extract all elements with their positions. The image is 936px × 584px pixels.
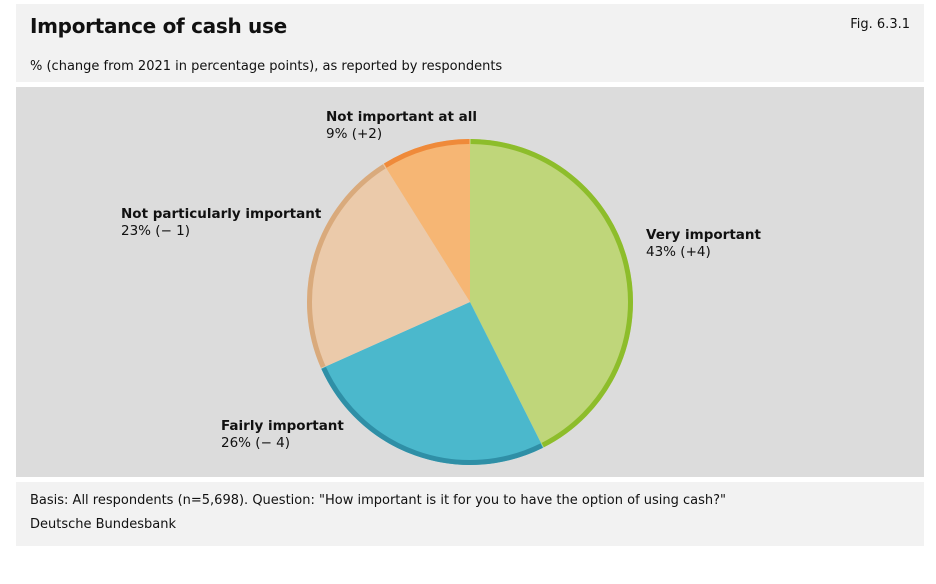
slice-name: Not particularly important — [121, 206, 322, 222]
label-not-particularly-important: Not particularly important 23% (− 1) — [121, 206, 321, 240]
label-fairly-important: Fairly important 26% (− 4) — [221, 418, 344, 452]
slice-name: Very important — [646, 227, 761, 243]
figure-number: Fig. 6.3.1 — [850, 17, 910, 32]
slice-value: 9% (+2) — [326, 126, 383, 142]
label-very-important: Very important 43% (+4) — [646, 227, 761, 261]
pie-slice-edge-not-important-at-all — [383, 139, 470, 168]
chart-footer: Basis: All respondents (n=5,698). Questi… — [16, 482, 924, 546]
pie-slice-very-important — [470, 139, 633, 448]
plot-area: Not important at all 9% (+2) Not particu… — [16, 87, 924, 477]
pie-slice-edge-not-particularly-important — [307, 164, 386, 368]
basis-note: Basis: All respondents (n=5,698). Questi… — [30, 493, 727, 508]
pie-slice-edge-very-important — [470, 139, 633, 448]
slice-value: 23% (− 1) — [121, 223, 191, 239]
slice-value: 26% (− 4) — [221, 435, 291, 451]
pie-slice-not-important-at-all — [383, 139, 470, 302]
source-note: Deutsche Bundesbank — [30, 517, 177, 532]
pie-slice-not-particularly-important — [307, 163, 470, 369]
slice-name: Not important at all — [326, 109, 477, 125]
slice-value: 43% (+4) — [646, 244, 711, 260]
chart-header: Importance of cash use Fig. 6.3.1 % (cha… — [16, 4, 924, 82]
pie-slice-fairly-important — [321, 302, 544, 465]
pie-chart — [307, 139, 633, 465]
chart-title: Importance of cash use — [30, 14, 287, 38]
pie-slice-edge-fairly-important — [321, 366, 543, 465]
label-not-important-at-all: Not important at all 9% (+2) — [326, 109, 477, 143]
chart-subtitle: % (change from 2021 in percentage points… — [30, 59, 503, 74]
slice-name: Fairly important — [221, 418, 344, 434]
